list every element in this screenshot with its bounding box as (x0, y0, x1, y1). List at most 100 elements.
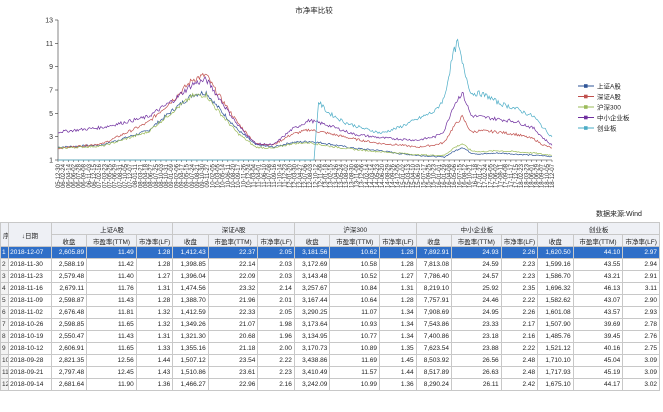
table-row[interactable]: 5 2018-11-09 2,598.87 11.43 1.28 1,388.70 21.9… (0, 294, 660, 307)
table-row[interactable]: 7 2018-10-26 2,598.85 11.65 1.32 1,349.26 21.0… (0, 318, 660, 331)
table-cell: 24.46 (451, 294, 502, 307)
column-header[interactable]: 市净率(LF) (135, 234, 174, 247)
table-cell: 3,290.25 (293, 306, 331, 319)
table-cell: 2.42 (500, 378, 539, 391)
table-cell: 1.36 (379, 378, 417, 391)
x-tick-label: 08-01-11 (133, 163, 139, 187)
table-cell: 22.09 (207, 270, 259, 283)
table-cell: 8,290.24 (415, 378, 453, 391)
group-header: 中小企业板 (415, 222, 539, 235)
table-cell: 3.11 (622, 282, 660, 295)
table-cell: 1,388.70 (172, 294, 209, 307)
table-row[interactable]: 9 2018-10-12 2,606.91 11.65 1.33 1,355.16 21.1… (0, 342, 660, 355)
column-header[interactable]: 收盘 (172, 234, 209, 247)
table-row[interactable]: 4 2018-11-16 2,679.11 11.76 1.31 1,474.56 23.3… (0, 282, 660, 295)
table-row[interactable]: 10 2018-09-28 2,821.35 12.56 1.44 1,507.12 23.… (0, 354, 660, 367)
row-date: 2018-09-14 (8, 378, 52, 391)
column-header[interactable]: 市盈率(TTM) (86, 234, 137, 247)
x-tick-label: 11-07-08 (267, 163, 273, 187)
table-cell: 24.95 (451, 306, 502, 319)
column-header[interactable]: 市盈率(TTM) (207, 234, 259, 247)
x-tick-label: 07-02-16 (97, 163, 103, 188)
table-cell: 12.45 (86, 366, 137, 379)
table-row[interactable]: 2 2018-11-30 2,588.19 11.42 1.28 1,398.85 22.1… (0, 258, 660, 271)
column-header[interactable]: 市净率(LF) (622, 234, 660, 247)
table-cell: 39.45 (572, 330, 624, 343)
column-header[interactable]: 市盈率(TTM) (572, 234, 624, 247)
table-cell: 45.19 (572, 366, 624, 379)
table-cell: 23.54 (207, 354, 259, 367)
table-cell: 3,181.56 (293, 246, 331, 259)
table-cell: 24.93 (451, 246, 502, 259)
table-cell: 1,599.16 (537, 258, 574, 271)
table-row[interactable]: 8 2018-10-19 2,550.47 11.43 1.31 1,321.30 20.6… (0, 330, 660, 343)
y-tick-label: 1 (49, 158, 53, 165)
table-cell: 43.57 (572, 306, 624, 319)
x-tick-label: 17-02-24 (483, 163, 489, 188)
table-row[interactable]: 11 2018-09-21 2,797.48 12.45 1.43 1,510.86 23.… (0, 366, 660, 379)
column-header[interactable]: 收盘 (415, 234, 453, 247)
column-header[interactable]: 市盈率(TTM) (451, 234, 502, 247)
row-index: 5 (0, 294, 10, 307)
x-tick-label: 18-03-23 (524, 163, 530, 188)
table-cell: 10.99 (329, 378, 381, 391)
x-tick-label: 08-04-18 (143, 163, 149, 188)
table-cell: 3.02 (622, 378, 660, 391)
column-header[interactable]: 市净率(LF) (257, 234, 295, 247)
x-tick-label: 14-12-05 (396, 163, 402, 188)
column-header[interactable]: 收盘 (293, 234, 331, 247)
table-cell: 1.96 (257, 330, 295, 343)
x-tick-label: 16-10-21 (468, 163, 474, 188)
x-tick-label: 16-11-18 (473, 163, 479, 187)
x-tick-label: 18-10-05 (545, 163, 551, 188)
series-line-4 (58, 76, 553, 146)
column-header[interactable]: 市盈率(TTM) (329, 234, 381, 247)
table-cell: 1.36 (135, 378, 174, 391)
column-header[interactable]: 市净率(LF) (500, 234, 539, 247)
table-cell: 2.48 (500, 354, 539, 367)
column-header[interactable]: 市净率(LF) (379, 234, 417, 247)
table-cell: 1.32 (135, 318, 174, 331)
table-cell: 3,170.73 (293, 342, 331, 355)
table-row[interactable]: 3 2018-11-23 2,579.48 11.40 1.27 1,396.04 22.0… (0, 270, 660, 283)
table-cell: 10.62 (329, 246, 381, 259)
table-cell: 2,821.35 (50, 354, 88, 367)
x-tick-label: 16-01-29 (442, 163, 448, 188)
y-tick-label: 13 (45, 18, 53, 25)
x-tick-label: 13-12-06 (360, 163, 366, 188)
table-row[interactable]: 1 2018-12-07 2,605.89 11.49 1.28 1,412.43 22.3… (0, 246, 660, 259)
row-index: 1 (0, 246, 10, 259)
x-tick-label: 07-12-07 (128, 163, 134, 188)
data-table-area: 序↓日期上证A股深证A股沪深300中小企业板创业板收盘市盈率(TTM)市净率(L… (0, 222, 663, 412)
series-lines (57, 38, 553, 161)
column-header[interactable]: 收盘 (50, 234, 88, 247)
x-tick-label: 14-08-29 (385, 163, 391, 188)
x-tick-label: 06-02-24 (61, 163, 67, 188)
x-tick-label: 11-06-10 (262, 163, 268, 187)
x-tick-label: 11-10-14 (277, 163, 283, 187)
table-cell: 39.69 (572, 318, 624, 331)
x-tick-label: 09-04-17 (180, 163, 186, 188)
table-cell: 3.09 (622, 366, 660, 379)
table-row[interactable]: 12 2018-09-14 2,681.64 11.90 1.36 1,466.27 22.… (0, 378, 660, 391)
table-cell: 11.40 (86, 270, 137, 283)
group-header: 创业板 (537, 222, 660, 235)
row-index: 4 (0, 282, 10, 295)
x-tick-label: 14-02-14 (365, 163, 371, 188)
x-tick-label: 08-03-21 (138, 163, 144, 188)
x-tick-label: 15-09-25 (427, 163, 433, 188)
table-cell: 23.18 (451, 330, 502, 343)
column-header[interactable]: 收盘 (537, 234, 574, 247)
legend-marker (584, 94, 588, 99)
x-tick-label: 08-07-25 (154, 163, 160, 188)
date-sort-header[interactable]: ↓日期 (8, 222, 52, 247)
table-cell: 7,908.69 (415, 306, 453, 319)
table-cell: 21.07 (207, 318, 259, 331)
table-cell: 2,598.87 (50, 294, 88, 307)
x-tick-label: 09-07-24 (190, 163, 196, 188)
x-tick-label: 14-09-26 (390, 163, 396, 188)
table-cell: 1,586.70 (537, 270, 574, 283)
table-row[interactable]: 6 2018-11-02 2,676.48 11.81 1.32 1,412.59 22.3… (0, 306, 660, 319)
table-cell: 2.91 (622, 270, 660, 283)
